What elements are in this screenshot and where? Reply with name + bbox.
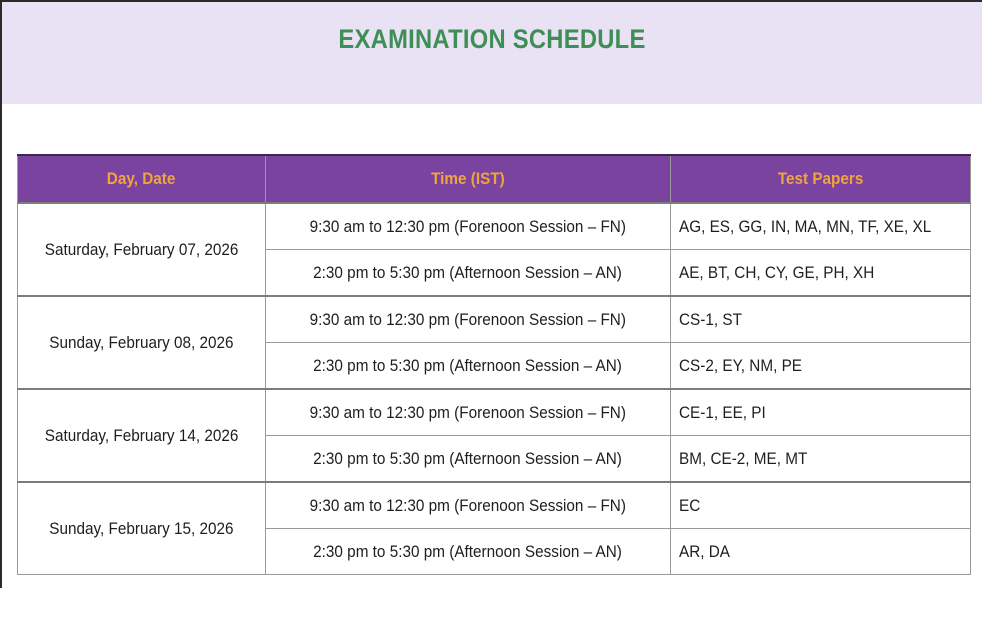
day-date-cell: Saturday, February 07, 2026 (17, 202, 266, 297)
papers-cell: AG, ES, GG, IN, MA, MN, TF, XE, XL (670, 202, 971, 250)
table-row: 2:30 pm to 5:30 pm (Afternoon Session – … (18, 435, 971, 483)
table-row: Saturday, February 14, 2026 9:30 am to 1… (17, 388, 971, 483)
time-text: 9:30 am to 12:30 pm (Forenoon Session – … (309, 402, 627, 422)
papers-cell: CE-1, EE, PI (670, 388, 971, 436)
papers-cell: BM, CE-2, ME, MT (670, 435, 971, 483)
time-text: 2:30 pm to 5:30 pm (Afternoon Session – … (313, 448, 623, 468)
time-cell: 9:30 am to 12:30 pm (Forenoon Session – … (265, 202, 671, 250)
time-cell: 2:30 pm to 5:30 pm (Afternoon Session – … (265, 528, 671, 575)
papers-text: EC (679, 495, 701, 515)
column-header-test-papers: Test Papers (670, 154, 971, 204)
time-cell: 9:30 am to 12:30 pm (Forenoon Session – … (265, 388, 671, 436)
day-date-text: Saturday, February 07, 2026 (44, 239, 239, 259)
table-row: Saturday, February 07, 2026 9:30 am to 1… (17, 202, 971, 297)
papers-cell: AR, DA (670, 528, 971, 575)
time-text: 2:30 pm to 5:30 pm (Afternoon Session – … (313, 355, 623, 375)
papers-text: CS-1, ST (679, 309, 742, 329)
day-date-cell: Sunday, February 08, 2026 (17, 295, 266, 390)
table-row: Sunday, February 08, 2026 9:30 am to 12:… (17, 295, 971, 390)
papers-text: CS-2, EY, NM, PE (679, 355, 803, 375)
day-date-text: Saturday, February 14, 2026 (44, 425, 239, 445)
day-date-cell: Sunday, February 15, 2026 (17, 481, 266, 575)
day-date-cell: Saturday, February 14, 2026 (17, 388, 266, 483)
papers-cell: CS-1, ST (670, 295, 971, 343)
time-cell: 2:30 pm to 5:30 pm (Afternoon Session – … (265, 249, 671, 297)
papers-text: AG, ES, GG, IN, MA, MN, TF, XE, XL (679, 216, 932, 236)
day-date-text: Sunday, February 15, 2026 (49, 518, 234, 538)
column-header-label: Test Papers (777, 169, 864, 188)
table-row: 2:30 pm to 5:30 pm (Afternoon Session – … (18, 249, 971, 297)
day-date-text: Sunday, February 08, 2026 (49, 332, 234, 352)
papers-text: CE-1, EE, PI (679, 402, 766, 422)
time-text: 9:30 am to 12:30 pm (Forenoon Session – … (309, 216, 627, 236)
table-header: Day, Date Time (IST) Test Papers (17, 154, 971, 204)
time-cell: 2:30 pm to 5:30 pm (Afternoon Session – … (265, 435, 671, 483)
column-header-label: Day, Date (107, 169, 176, 188)
papers-text: AR, DA (679, 541, 731, 561)
papers-text: BM, CE-2, ME, MT (679, 448, 808, 468)
time-text: 9:30 am to 12:30 pm (Forenoon Session – … (309, 309, 627, 329)
time-text: 2:30 pm to 5:30 pm (Afternoon Session – … (313, 541, 623, 561)
table-row: 2:30 pm to 5:30 pm (Afternoon Session – … (18, 342, 971, 390)
papers-text: AE, BT, CH, CY, GE, PH, XH (679, 262, 875, 282)
papers-cell: EC (670, 481, 971, 529)
table-row: Sunday, February 15, 2026 9:30 am to 12:… (17, 481, 971, 575)
column-header-label: Time (IST) (431, 169, 505, 188)
table-body: Saturday, February 07, 2026 9:30 am to 1… (17, 202, 971, 575)
time-cell: 9:30 am to 12:30 pm (Forenoon Session – … (265, 295, 671, 343)
schedule-table: Day, Date Time (IST) Test Papers Saturda… (17, 154, 971, 575)
papers-cell: CS-2, EY, NM, PE (670, 342, 971, 390)
time-text: 2:30 pm to 5:30 pm (Afternoon Session – … (313, 262, 623, 282)
time-cell: 2:30 pm to 5:30 pm (Afternoon Session – … (265, 342, 671, 390)
column-header-time: Time (IST) (265, 154, 671, 204)
header-row: Day, Date Time (IST) Test Papers (17, 154, 971, 204)
table-row: 2:30 pm to 5:30 pm (Afternoon Session – … (18, 528, 971, 575)
title-banner: EXAMINATION SCHEDULE (2, 2, 982, 104)
column-header-day-date: Day, Date (17, 154, 266, 204)
time-text: 9:30 am to 12:30 pm (Forenoon Session – … (309, 495, 627, 515)
time-cell: 9:30 am to 12:30 pm (Forenoon Session – … (265, 481, 671, 529)
page-title: EXAMINATION SCHEDULE (338, 24, 646, 54)
papers-cell: AE, BT, CH, CY, GE, PH, XH (670, 249, 971, 297)
